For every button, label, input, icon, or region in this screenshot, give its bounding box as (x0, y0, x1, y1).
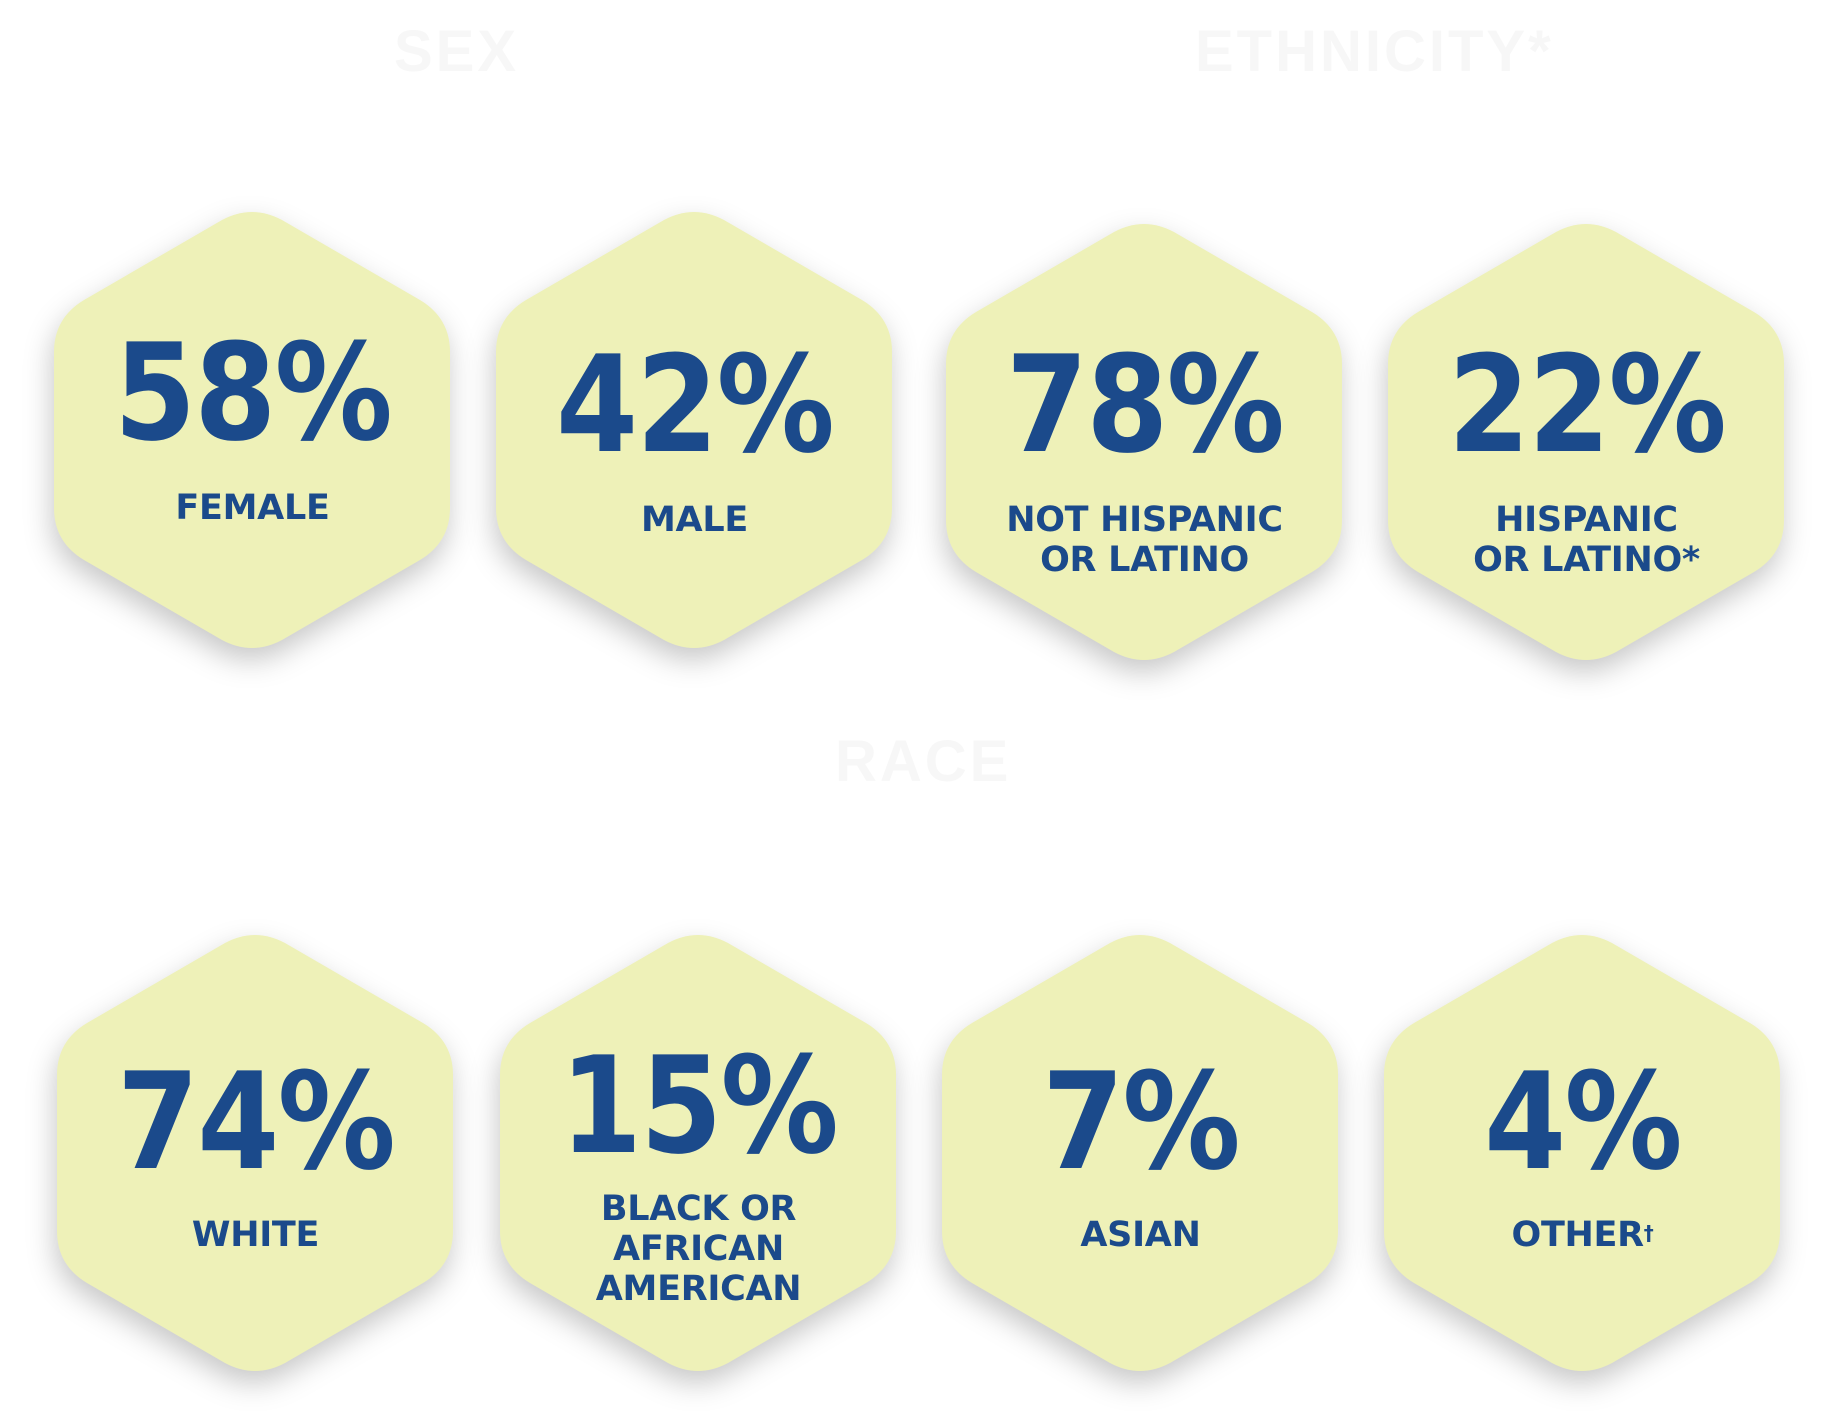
stat-card-female: 58% FEMALE (50, 210, 455, 650)
hexagon-shape (1388, 224, 1784, 660)
section-title-ethnicity: ETHNICITY* (1195, 19, 1554, 84)
hexagon-shape (946, 224, 1342, 660)
stat-value: 15% (560, 1028, 839, 1184)
stat-card-black: 15% BLACK OR AFRICAN AMERICAN (496, 933, 901, 1373)
stat-card-male: 42% MALE (492, 210, 897, 650)
stat-label: ASIAN (1080, 1215, 1201, 1255)
stat-label: OTHER† (1380, 1215, 1785, 1255)
hexagon-shape (1384, 935, 1780, 1371)
stat-card-asian: 7% ASIAN (938, 933, 1343, 1373)
section-title-race: RACE (835, 729, 1012, 794)
hexagon-shape (496, 212, 892, 648)
stat-card-not-hispanic: 78% NOT HISPANIC OR LATINO (942, 222, 1347, 662)
stat-label-text: OTHER (1511, 1215, 1645, 1255)
section-title-sex: SEX (394, 19, 520, 84)
stat-value: 74% (117, 1044, 396, 1200)
stat-value: 42% (556, 327, 835, 483)
stat-label: BLACK OR AFRICAN AMERICAN (595, 1189, 802, 1309)
hexagon-shape (500, 935, 896, 1371)
stat-value: 58% (114, 315, 393, 471)
hexagon-shape (57, 935, 453, 1371)
stat-card-white: 74% WHITE (53, 933, 458, 1373)
stat-label: HISPANIC OR LATINO* (1473, 500, 1700, 580)
hexagon-shape (54, 212, 450, 648)
stat-value: 22% (1448, 327, 1727, 483)
hexagon-shape (942, 935, 1338, 1371)
stat-value: 7% (1042, 1044, 1240, 1200)
stat-label: NOT HISPANIC OR LATINO (1006, 500, 1283, 580)
footnote-mark: † (1643, 1221, 1654, 1245)
stat-label: FEMALE (175, 488, 330, 528)
stat-value: 4% (1484, 1044, 1682, 1200)
stat-label: WHITE (191, 1215, 320, 1255)
stat-value: 78% (1006, 327, 1285, 483)
stat-label: MALE (641, 500, 748, 540)
stat-card-hispanic: 22% HISPANIC OR LATINO* (1384, 222, 1789, 662)
stat-card-other: 4% OTHER† (1380, 933, 1785, 1373)
